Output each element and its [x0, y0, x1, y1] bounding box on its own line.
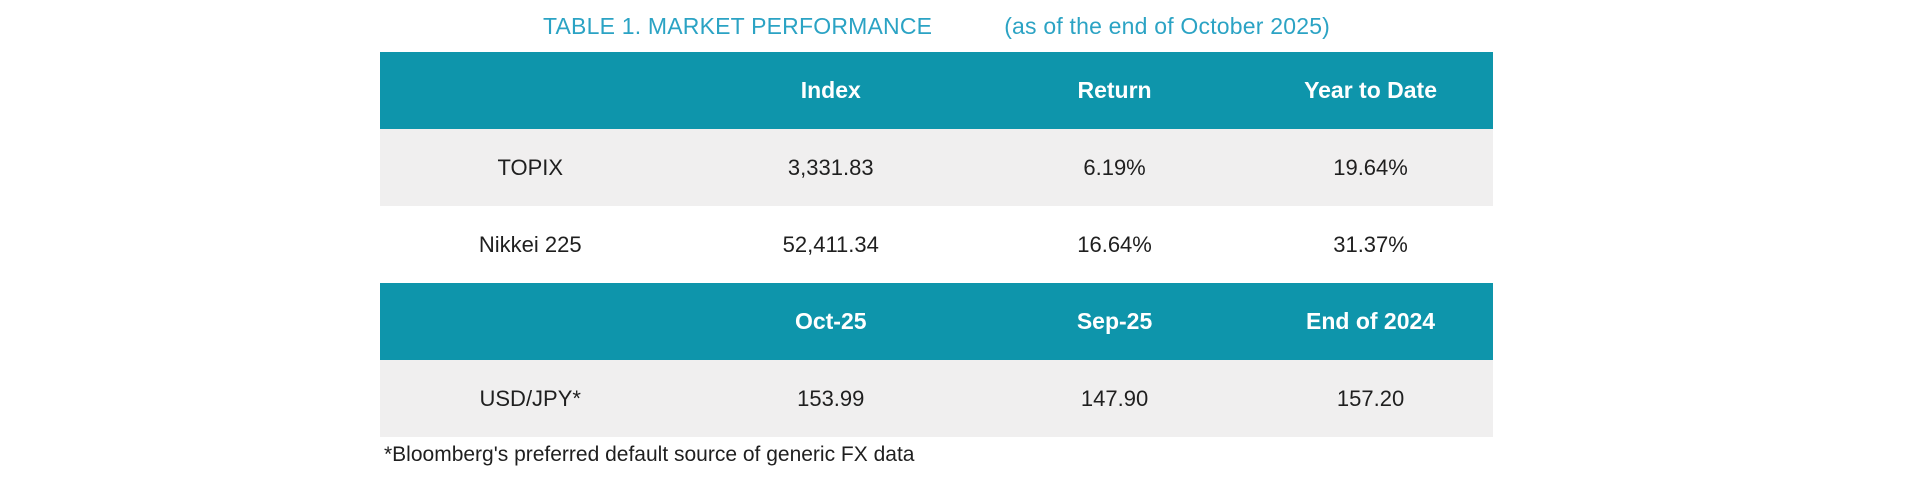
table-row-topix: TOPIX 3,331.83 6.19% 19.64%: [380, 129, 1493, 206]
topix-return-value: 6.19%: [1083, 154, 1146, 180]
index-table-header-row: Index Return Year to Date: [380, 52, 1493, 129]
topix-index-value: 3,331.83: [787, 154, 874, 180]
table-title: TABLE 1. MARKET PERFORMANCE (as of the e…: [380, 13, 1493, 40]
header-year-to-date: Year to Date: [1304, 77, 1438, 103]
table-title-main: TABLE 1. MARKET PERFORMANCE: [542, 13, 933, 39]
row-label: Nikkei 225: [478, 231, 582, 257]
fx-rate-table: Oct-25 Sep-25 End of 2024 USD/JPY* 153.9…: [380, 283, 1493, 437]
usdjpy-sep-value: 147.90: [1080, 385, 1149, 411]
table-row-usdjpy: USD/JPY* 153.99 147.90 157.20: [380, 360, 1493, 437]
table-title-asof: (as of the end of October 2025): [1004, 13, 1331, 39]
nikkei-index-value: 52,411.34: [782, 231, 879, 257]
table-row-nikkei: Nikkei 225 52,411.34 16.64% 31.37%: [380, 206, 1493, 283]
usdjpy-end2024-value: 157.20: [1336, 385, 1405, 411]
row-label: USD/JPY*: [479, 385, 581, 411]
usdjpy-oct-value: 153.99: [797, 385, 865, 411]
fx-table-header-row: Oct-25 Sep-25 End of 2024: [380, 283, 1493, 360]
topix-ytd-value: 19.64%: [1333, 154, 1408, 180]
nikkei-return-value: 16.64%: [1077, 231, 1152, 257]
header-index: Index: [800, 77, 861, 103]
header-oct-25: Oct-25: [794, 308, 867, 334]
bloomberg-footnote: *Bloomberg's preferred default source of…: [384, 443, 915, 466]
header-end-of-2024: End of 2024: [1305, 308, 1436, 334]
header-sep-25: Sep-25: [1076, 308, 1153, 334]
nikkei-ytd-value: 31.37%: [1333, 231, 1408, 257]
index-performance-table: Index Return Year to Date TOPIX 3,331.83…: [380, 52, 1493, 283]
header-return: Return: [1077, 77, 1152, 103]
row-label: TOPIX: [497, 154, 564, 180]
